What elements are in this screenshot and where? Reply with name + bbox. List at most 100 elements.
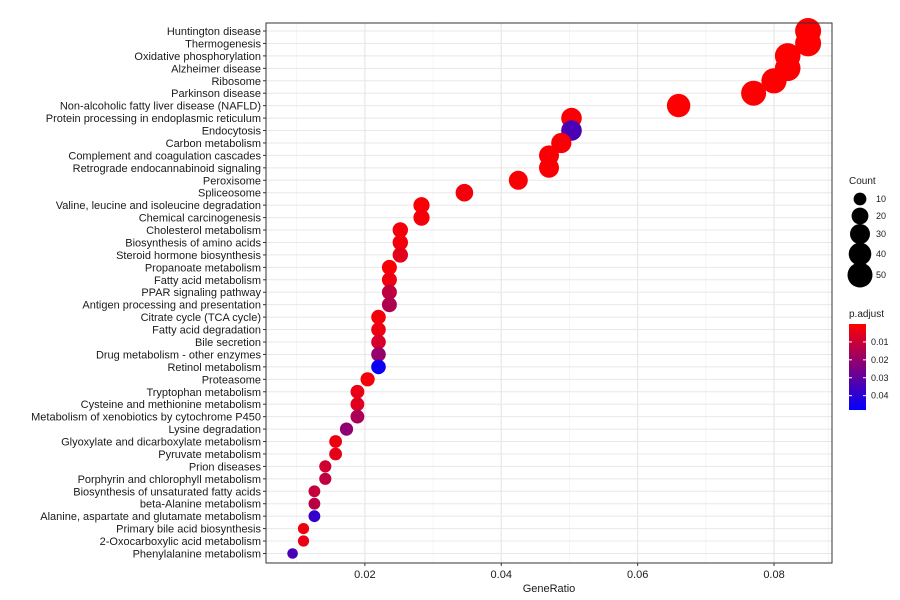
data-point bbox=[350, 384, 365, 399]
data-point bbox=[287, 548, 298, 559]
data-point bbox=[381, 297, 397, 313]
y-tick-label: Alzheimer disease bbox=[171, 63, 261, 75]
data-point bbox=[350, 409, 365, 424]
data-point bbox=[339, 422, 354, 436]
y-tick-label: Retinol metabolism bbox=[167, 362, 261, 374]
y-tick-label: Cysteine and methionine metabolism bbox=[81, 399, 261, 411]
y-tick-label: Metabolism of xenobiotics by cytochrome … bbox=[31, 412, 261, 424]
y-tick-label: Complement and coagulation cascades bbox=[68, 150, 261, 162]
x-tick-label: 0.08 bbox=[763, 569, 784, 581]
y-tick-label: Parkinson disease bbox=[171, 88, 261, 100]
x-tick-label: 0.02 bbox=[354, 569, 375, 581]
data-point bbox=[308, 510, 321, 523]
y-tick-label: Fatty acid metabolism bbox=[154, 275, 261, 287]
data-point bbox=[297, 535, 310, 547]
color-legend: p.adjust 0.01 0.02 0.03 0.04 bbox=[849, 309, 889, 410]
y-tick-label: Oxidative phosphorylation bbox=[134, 51, 261, 63]
y-tick-label: Non-alcoholic fatty liver disease (NAFLD… bbox=[60, 101, 261, 113]
color-legend-title: p.adjust bbox=[849, 309, 884, 320]
data-point bbox=[381, 284, 397, 300]
y-tick-label: Antigen processing and presentation bbox=[82, 300, 261, 312]
data-point bbox=[761, 68, 787, 94]
data-point bbox=[329, 447, 342, 461]
data-point bbox=[308, 497, 321, 510]
data-point bbox=[666, 93, 691, 118]
y-tick-label: Phenylalanine metabolism bbox=[133, 548, 261, 560]
y-tick-label: PPAR signaling pathway bbox=[141, 287, 261, 299]
data-point bbox=[329, 435, 342, 448]
data-point bbox=[319, 472, 332, 485]
color-legend-label: 0.02 bbox=[871, 355, 889, 365]
data-point bbox=[392, 247, 408, 263]
data-point bbox=[371, 359, 386, 375]
color-bar bbox=[849, 324, 866, 410]
data-point bbox=[371, 309, 386, 325]
y-tick-label: Protein processing in endoplasmic reticu… bbox=[46, 113, 261, 125]
data-point bbox=[508, 170, 528, 190]
y-tick-label: Cholesterol metabolism bbox=[146, 225, 261, 237]
data-point bbox=[413, 197, 430, 214]
color-legend-label: 0.01 bbox=[871, 337, 889, 347]
y-tick-label: Steroid hormone biosynthesis bbox=[116, 250, 261, 262]
data-point bbox=[539, 157, 559, 178]
y-tick-label: Primary bile acid biosynthesis bbox=[116, 524, 261, 536]
data-point bbox=[413, 209, 430, 226]
y-tick-label: Huntington disease bbox=[167, 26, 261, 38]
size-legend-label: 30 bbox=[876, 229, 886, 239]
y-tick-label: Thermogenesis bbox=[185, 38, 261, 50]
data-point bbox=[392, 234, 408, 251]
y-tick-label: Carbon metabolism bbox=[166, 138, 261, 150]
y-tick-label: 2-Oxocarboxylic acid metabolism bbox=[100, 536, 261, 548]
y-tick-label: Glyoxylate and dicarboxylate metabolism bbox=[61, 437, 261, 449]
data-point bbox=[371, 334, 386, 350]
y-tick-label: Endocytosis bbox=[202, 126, 262, 138]
data-point bbox=[308, 485, 321, 498]
data-point bbox=[381, 272, 397, 288]
y-tick-label: Bile secretion bbox=[195, 337, 261, 349]
y-tick-label: Proteasome bbox=[202, 374, 261, 386]
y-tick-label: Fatty acid degradation bbox=[152, 325, 261, 337]
y-tick-label: Tryptophan metabolism bbox=[146, 387, 261, 399]
y-tick-label: Ribosome bbox=[211, 76, 261, 88]
data-point bbox=[551, 132, 572, 154]
data-point bbox=[319, 460, 332, 473]
y-tick-label: Valine, leucine and isoleucine degradati… bbox=[56, 200, 261, 212]
size-legend-dot bbox=[848, 242, 872, 266]
data-point bbox=[381, 259, 397, 275]
data-point bbox=[741, 80, 767, 106]
data-point bbox=[371, 347, 386, 362]
data-point bbox=[455, 183, 474, 202]
size-legend-label: 40 bbox=[876, 249, 886, 259]
y-tick-label: Retrograde endocannabinoid signaling bbox=[73, 163, 261, 175]
color-legend-label: 0.03 bbox=[871, 373, 889, 383]
y-tick-label: Biosynthesis of amino acids bbox=[125, 237, 261, 249]
size-legend-label: 10 bbox=[876, 194, 886, 204]
y-tick-label: Drug metabolism - other enzymes bbox=[96, 349, 262, 361]
data-points bbox=[287, 18, 822, 559]
size-legend-dot bbox=[851, 207, 869, 225]
data-point bbox=[360, 372, 375, 387]
size-legend-dot bbox=[853, 192, 867, 206]
y-tick-label: Spliceosome bbox=[198, 188, 261, 200]
y-tick-label: Alanine, aspartate and glutamate metabol… bbox=[40, 511, 261, 523]
y-tick-label: Lysine degradation bbox=[168, 424, 261, 436]
y-tick-label: Biosynthesis of unsaturated fatty acids bbox=[73, 486, 261, 498]
y-tick-label: Citrate cycle (TCA cycle) bbox=[141, 312, 261, 324]
data-point bbox=[795, 30, 822, 57]
size-legend-label: 50 bbox=[876, 270, 886, 280]
data-point bbox=[371, 322, 386, 337]
x-tick-label: 0.04 bbox=[491, 569, 512, 581]
y-tick-label: beta-Alanine metabolism bbox=[140, 499, 261, 511]
data-point bbox=[350, 397, 365, 412]
data-point bbox=[392, 222, 408, 238]
color-legend-label: 0.04 bbox=[871, 391, 889, 401]
y-axis: Huntington diseaseThermogenesisOxidative… bbox=[31, 26, 266, 560]
panel-border bbox=[265, 22, 833, 564]
y-tick-label: Peroxisome bbox=[203, 175, 261, 187]
y-tick-label: Prion diseases bbox=[189, 461, 262, 473]
y-tick-label: Propanoate metabolism bbox=[145, 262, 261, 274]
x-axis-title: GeneRatio bbox=[523, 583, 576, 595]
